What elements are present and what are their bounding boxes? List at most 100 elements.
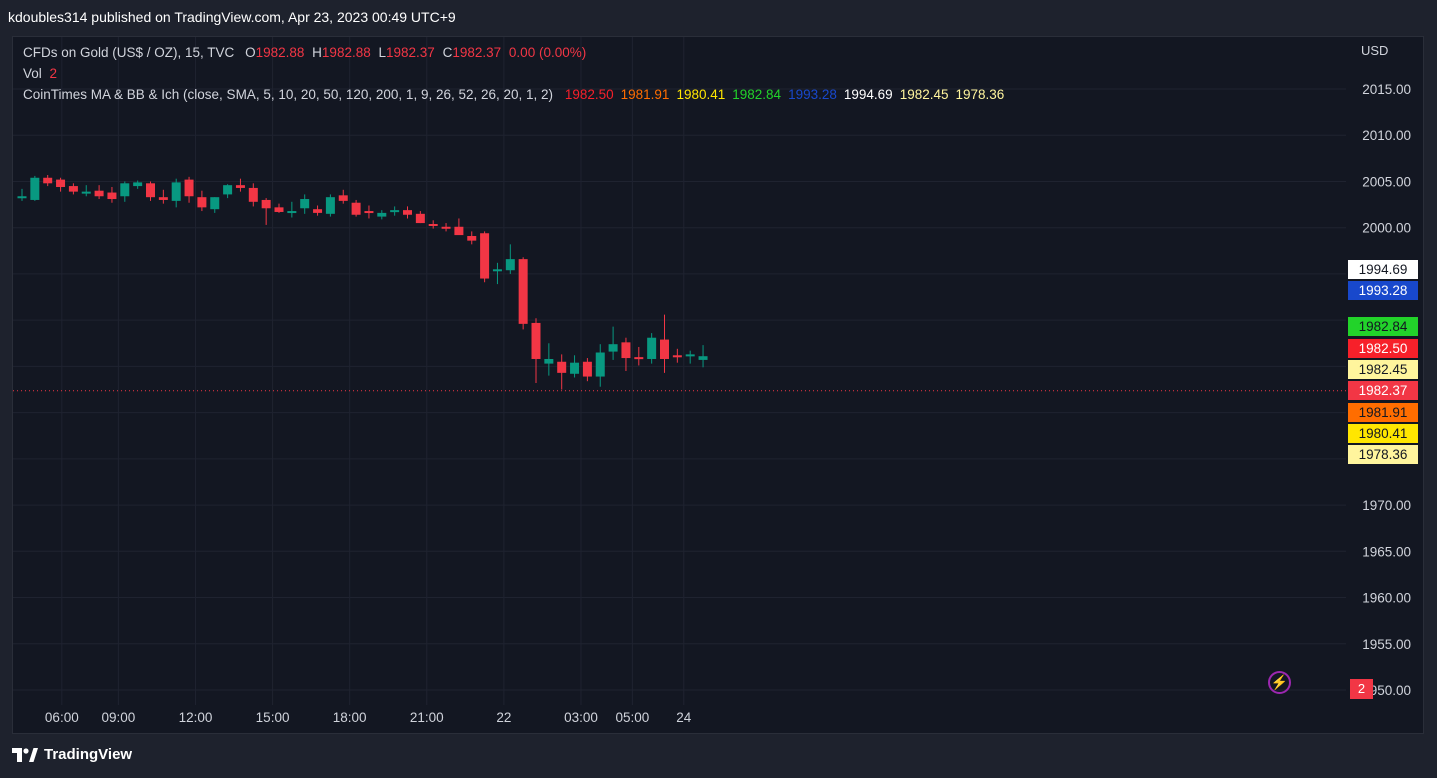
candle-body bbox=[492, 269, 502, 272]
y-tick-label: 1960.00 bbox=[1362, 591, 1411, 606]
candle-body bbox=[68, 186, 78, 192]
indicator-value: 1982.50 bbox=[564, 87, 614, 102]
candle-body bbox=[685, 354, 695, 357]
candle-body bbox=[313, 209, 323, 213]
y-tick-label: 1970.00 bbox=[1362, 498, 1411, 513]
x-tick-label: 22 bbox=[496, 710, 511, 725]
close-label: C bbox=[442, 45, 453, 60]
candle-body bbox=[428, 223, 438, 226]
indicator-value: 1981.91 bbox=[620, 87, 670, 102]
low-value: 1982.37 bbox=[386, 45, 435, 60]
candle-body bbox=[287, 211, 297, 214]
candle-body bbox=[647, 337, 657, 359]
volume-value: 2 bbox=[49, 66, 58, 81]
price-tag: 1981.91 bbox=[1348, 403, 1418, 422]
indicator-value: 1980.41 bbox=[676, 87, 726, 102]
price-tag: 1978.36 bbox=[1348, 445, 1418, 464]
low-label: L bbox=[378, 45, 387, 60]
y-tick-label: 2005.00 bbox=[1362, 174, 1411, 189]
price-tag: 1994.69 bbox=[1348, 260, 1418, 279]
price-tag: 1982.45 bbox=[1348, 360, 1418, 379]
price-tag: 1982.84 bbox=[1348, 317, 1418, 336]
x-tick-label: 18:00 bbox=[333, 710, 367, 725]
y-tick-label: 2010.00 bbox=[1362, 128, 1411, 143]
candle-body bbox=[441, 226, 451, 229]
candle-body bbox=[171, 182, 181, 201]
candle-body bbox=[364, 211, 374, 214]
price-tag: 1982.37 bbox=[1348, 381, 1418, 400]
candle-body bbox=[30, 177, 40, 200]
symbol-legend[interactable]: CFDs on Gold (US$ / OZ), 15, TVC O1982.8… bbox=[23, 45, 586, 60]
indicator-value: 1982.84 bbox=[732, 87, 782, 102]
candle-body bbox=[377, 212, 387, 217]
volume-legend[interactable]: Vol 2 bbox=[23, 66, 57, 81]
candle-body bbox=[595, 352, 605, 377]
close-value: 1982.37 bbox=[452, 45, 502, 60]
tradingview-footer[interactable]: TradingView bbox=[12, 746, 132, 763]
candle-body bbox=[300, 199, 310, 209]
x-tick-label: 12:00 bbox=[179, 710, 213, 725]
x-tick-label: 05:00 bbox=[615, 710, 649, 725]
volume-badge: 2 bbox=[1350, 679, 1373, 699]
candle-body bbox=[672, 355, 682, 358]
candle-body bbox=[43, 177, 53, 184]
candle-body bbox=[480, 233, 490, 279]
candle-body bbox=[274, 207, 284, 212]
candle-body bbox=[351, 202, 361, 215]
high-value: 1982.88 bbox=[321, 45, 371, 60]
candle-body bbox=[56, 179, 66, 188]
indicator-label[interactable]: CoinTimes MA & BB & Ich (close, SMA, 5, … bbox=[23, 87, 554, 102]
candle-body bbox=[197, 197, 207, 208]
x-tick-label: 09:00 bbox=[101, 710, 135, 725]
candle-body bbox=[557, 361, 567, 373]
indicator-value: 1978.36 bbox=[955, 87, 1005, 102]
x-tick-label: 24 bbox=[676, 710, 692, 725]
lightning-icon[interactable]: ⚡ bbox=[1268, 671, 1291, 694]
candle-body bbox=[634, 357, 644, 360]
x-tick-label: 21:00 bbox=[410, 710, 444, 725]
y-tick-label: 2000.00 bbox=[1362, 221, 1411, 236]
candle-body bbox=[261, 199, 271, 209]
x-tick-label: 06:00 bbox=[45, 710, 79, 725]
open-value: 1982.88 bbox=[255, 45, 305, 60]
candle-body bbox=[81, 191, 91, 194]
change-value: 0.00 (0.00%) bbox=[508, 45, 587, 60]
candle-body bbox=[531, 322, 541, 359]
price-tag: 1982.50 bbox=[1348, 339, 1418, 358]
candle-body bbox=[248, 187, 258, 202]
volume-label: Vol bbox=[23, 66, 42, 81]
candle-body bbox=[608, 344, 618, 352]
indicator-value: 1993.28 bbox=[788, 87, 837, 102]
indicator-value: 1994.69 bbox=[843, 87, 893, 102]
candle-body bbox=[107, 192, 117, 200]
candle-body bbox=[235, 185, 245, 188]
currency-label[interactable]: USD bbox=[1361, 43, 1389, 58]
candle-body bbox=[210, 197, 220, 210]
candle-body bbox=[467, 236, 477, 241]
candle-body bbox=[454, 226, 464, 236]
candle-body bbox=[390, 210, 400, 213]
indicator-values: 1982.50 1981.91 1980.41 1982.84 1993.28 1994.… bbox=[557, 87, 1005, 102]
candle-body bbox=[582, 361, 592, 377]
candle-body bbox=[544, 358, 554, 364]
candle-body bbox=[133, 182, 143, 187]
tradingview-logo-icon bbox=[12, 747, 38, 762]
open-label: O bbox=[245, 45, 256, 60]
candle-body bbox=[338, 195, 348, 201]
published-header: kdoubles314 published on TradingView.com… bbox=[8, 9, 456, 25]
candle-body bbox=[325, 197, 335, 214]
x-tick-label: 15:00 bbox=[256, 710, 290, 725]
candle-body bbox=[17, 196, 27, 199]
chart-pane[interactable] bbox=[12, 36, 1424, 734]
symbol-name[interactable]: CFDs on Gold (US$ / OZ), 15, TVC bbox=[23, 45, 235, 60]
candle-body bbox=[158, 197, 168, 200]
candle-body bbox=[223, 185, 233, 195]
candle-body bbox=[518, 259, 528, 324]
candle-body bbox=[698, 356, 708, 360]
indicator-legend[interactable]: CoinTimes MA & BB & Ich (close, SMA, 5, … bbox=[23, 87, 1004, 102]
tradingview-brand: TradingView bbox=[44, 746, 133, 763]
candle-body bbox=[570, 362, 580, 374]
price-tag: 1993.28 bbox=[1348, 281, 1418, 300]
candle-body bbox=[403, 210, 412, 215]
